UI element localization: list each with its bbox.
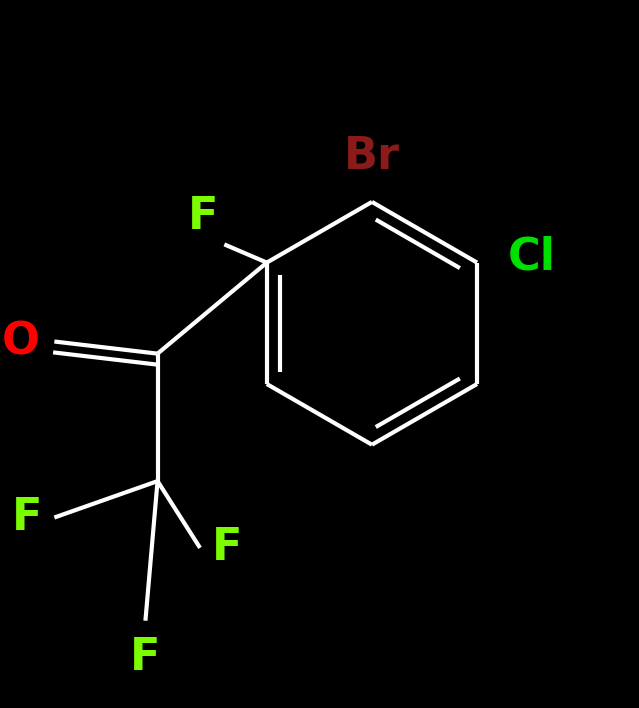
Text: F: F xyxy=(212,526,243,569)
Text: F: F xyxy=(130,636,160,679)
Text: Br: Br xyxy=(344,135,400,178)
Text: Cl: Cl xyxy=(507,235,555,278)
Text: F: F xyxy=(12,496,42,539)
Text: F: F xyxy=(188,195,219,239)
Text: O: O xyxy=(1,320,39,363)
